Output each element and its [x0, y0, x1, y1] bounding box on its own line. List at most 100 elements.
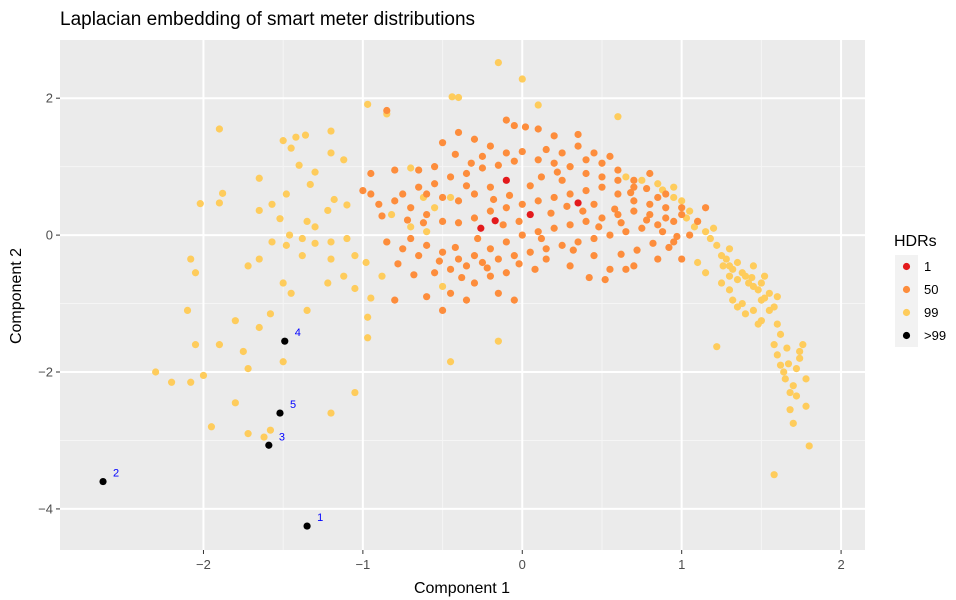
legend-label: 99 [924, 305, 938, 320]
data-point [367, 294, 375, 302]
data-point [255, 174, 263, 182]
point-annotation-label: 5 [290, 399, 296, 411]
data-point [805, 442, 813, 450]
legend-title: HDRs [894, 233, 937, 250]
data-point [713, 241, 721, 249]
data-point [431, 180, 439, 188]
axis-ticks: −2 −1 0 1 2 −4 −2 0 2 [38, 91, 845, 572]
data-point [566, 221, 574, 229]
data-point [773, 320, 781, 328]
data-point [502, 204, 510, 212]
data-point [776, 361, 785, 369]
data-point [394, 260, 402, 268]
data-point [438, 217, 447, 226]
legend-swatch [902, 331, 911, 340]
data-point [598, 214, 606, 222]
data-point [802, 402, 810, 410]
data-point [526, 182, 534, 190]
data-point [489, 195, 498, 204]
data-point [231, 399, 239, 407]
data-point [431, 163, 439, 171]
data-point [470, 214, 479, 222]
data-point [327, 238, 335, 246]
data-point [643, 184, 651, 193]
data-point [298, 234, 306, 243]
data-point [502, 149, 510, 157]
data-point [670, 217, 678, 226]
data-point [462, 262, 471, 270]
data-point [542, 145, 550, 154]
data-point [438, 282, 447, 291]
data-point [770, 471, 778, 479]
data-point [518, 147, 526, 156]
y-tick-label: 0 [46, 228, 53, 243]
point-annotations: 1 2 3 4 5 [113, 327, 323, 524]
data-point [499, 221, 507, 229]
data-point [757, 279, 765, 287]
data-point [585, 273, 593, 282]
data-point [550, 224, 558, 232]
data-point [470, 252, 479, 260]
data-point [601, 275, 609, 284]
data-point [343, 234, 351, 243]
data-point [686, 231, 694, 239]
y-tick-label: 2 [46, 91, 53, 106]
data-point [306, 180, 314, 189]
data-point [244, 430, 252, 438]
data-point [630, 176, 638, 184]
minor-gridlines [60, 40, 865, 550]
data-point [187, 255, 195, 263]
data-point [566, 163, 574, 171]
data-point [364, 313, 372, 321]
data-point [725, 272, 734, 280]
data-point [646, 200, 654, 208]
data-point [218, 189, 227, 197]
data-point [364, 334, 372, 342]
data-point [678, 204, 686, 212]
point-annotation-label: 4 [295, 327, 301, 339]
data-point [327, 255, 335, 263]
data-point [491, 217, 499, 225]
data-point [279, 137, 287, 145]
data-point [454, 128, 463, 137]
data-point [340, 156, 348, 164]
data-point [566, 262, 574, 270]
major-gridlines [60, 40, 865, 550]
data-point [231, 317, 239, 325]
data-point [255, 323, 263, 332]
data-point [595, 223, 603, 231]
data-point [276, 215, 284, 223]
data-point [244, 364, 252, 373]
chart-title: Laplacian embedding of smart meter distr… [60, 9, 475, 30]
data-point [550, 193, 558, 202]
data-point [654, 255, 662, 263]
data-point [483, 264, 491, 272]
data-point [606, 265, 614, 273]
data-point [303, 522, 311, 530]
data-point [462, 296, 471, 304]
data-point [287, 289, 295, 297]
data-point [378, 272, 386, 280]
data-point [387, 210, 396, 219]
data-point [364, 100, 372, 108]
data-point [448, 93, 456, 101]
data-point [741, 272, 750, 280]
data-point [167, 378, 176, 386]
data-point [268, 238, 276, 246]
data-point [276, 409, 284, 417]
data-point [446, 193, 455, 202]
data-point [725, 286, 734, 294]
data-point [383, 238, 391, 246]
legend-swatch [902, 308, 911, 317]
data-point [526, 248, 534, 256]
data-point [215, 125, 224, 133]
data-point [298, 252, 306, 260]
data-point [502, 269, 510, 277]
data-point [486, 207, 494, 215]
data-point [792, 364, 801, 373]
data-point [678, 255, 686, 263]
data-point [494, 337, 502, 345]
x-axis-title: Component 1 [414, 580, 510, 597]
data-point [796, 347, 804, 356]
data-point [446, 173, 455, 181]
